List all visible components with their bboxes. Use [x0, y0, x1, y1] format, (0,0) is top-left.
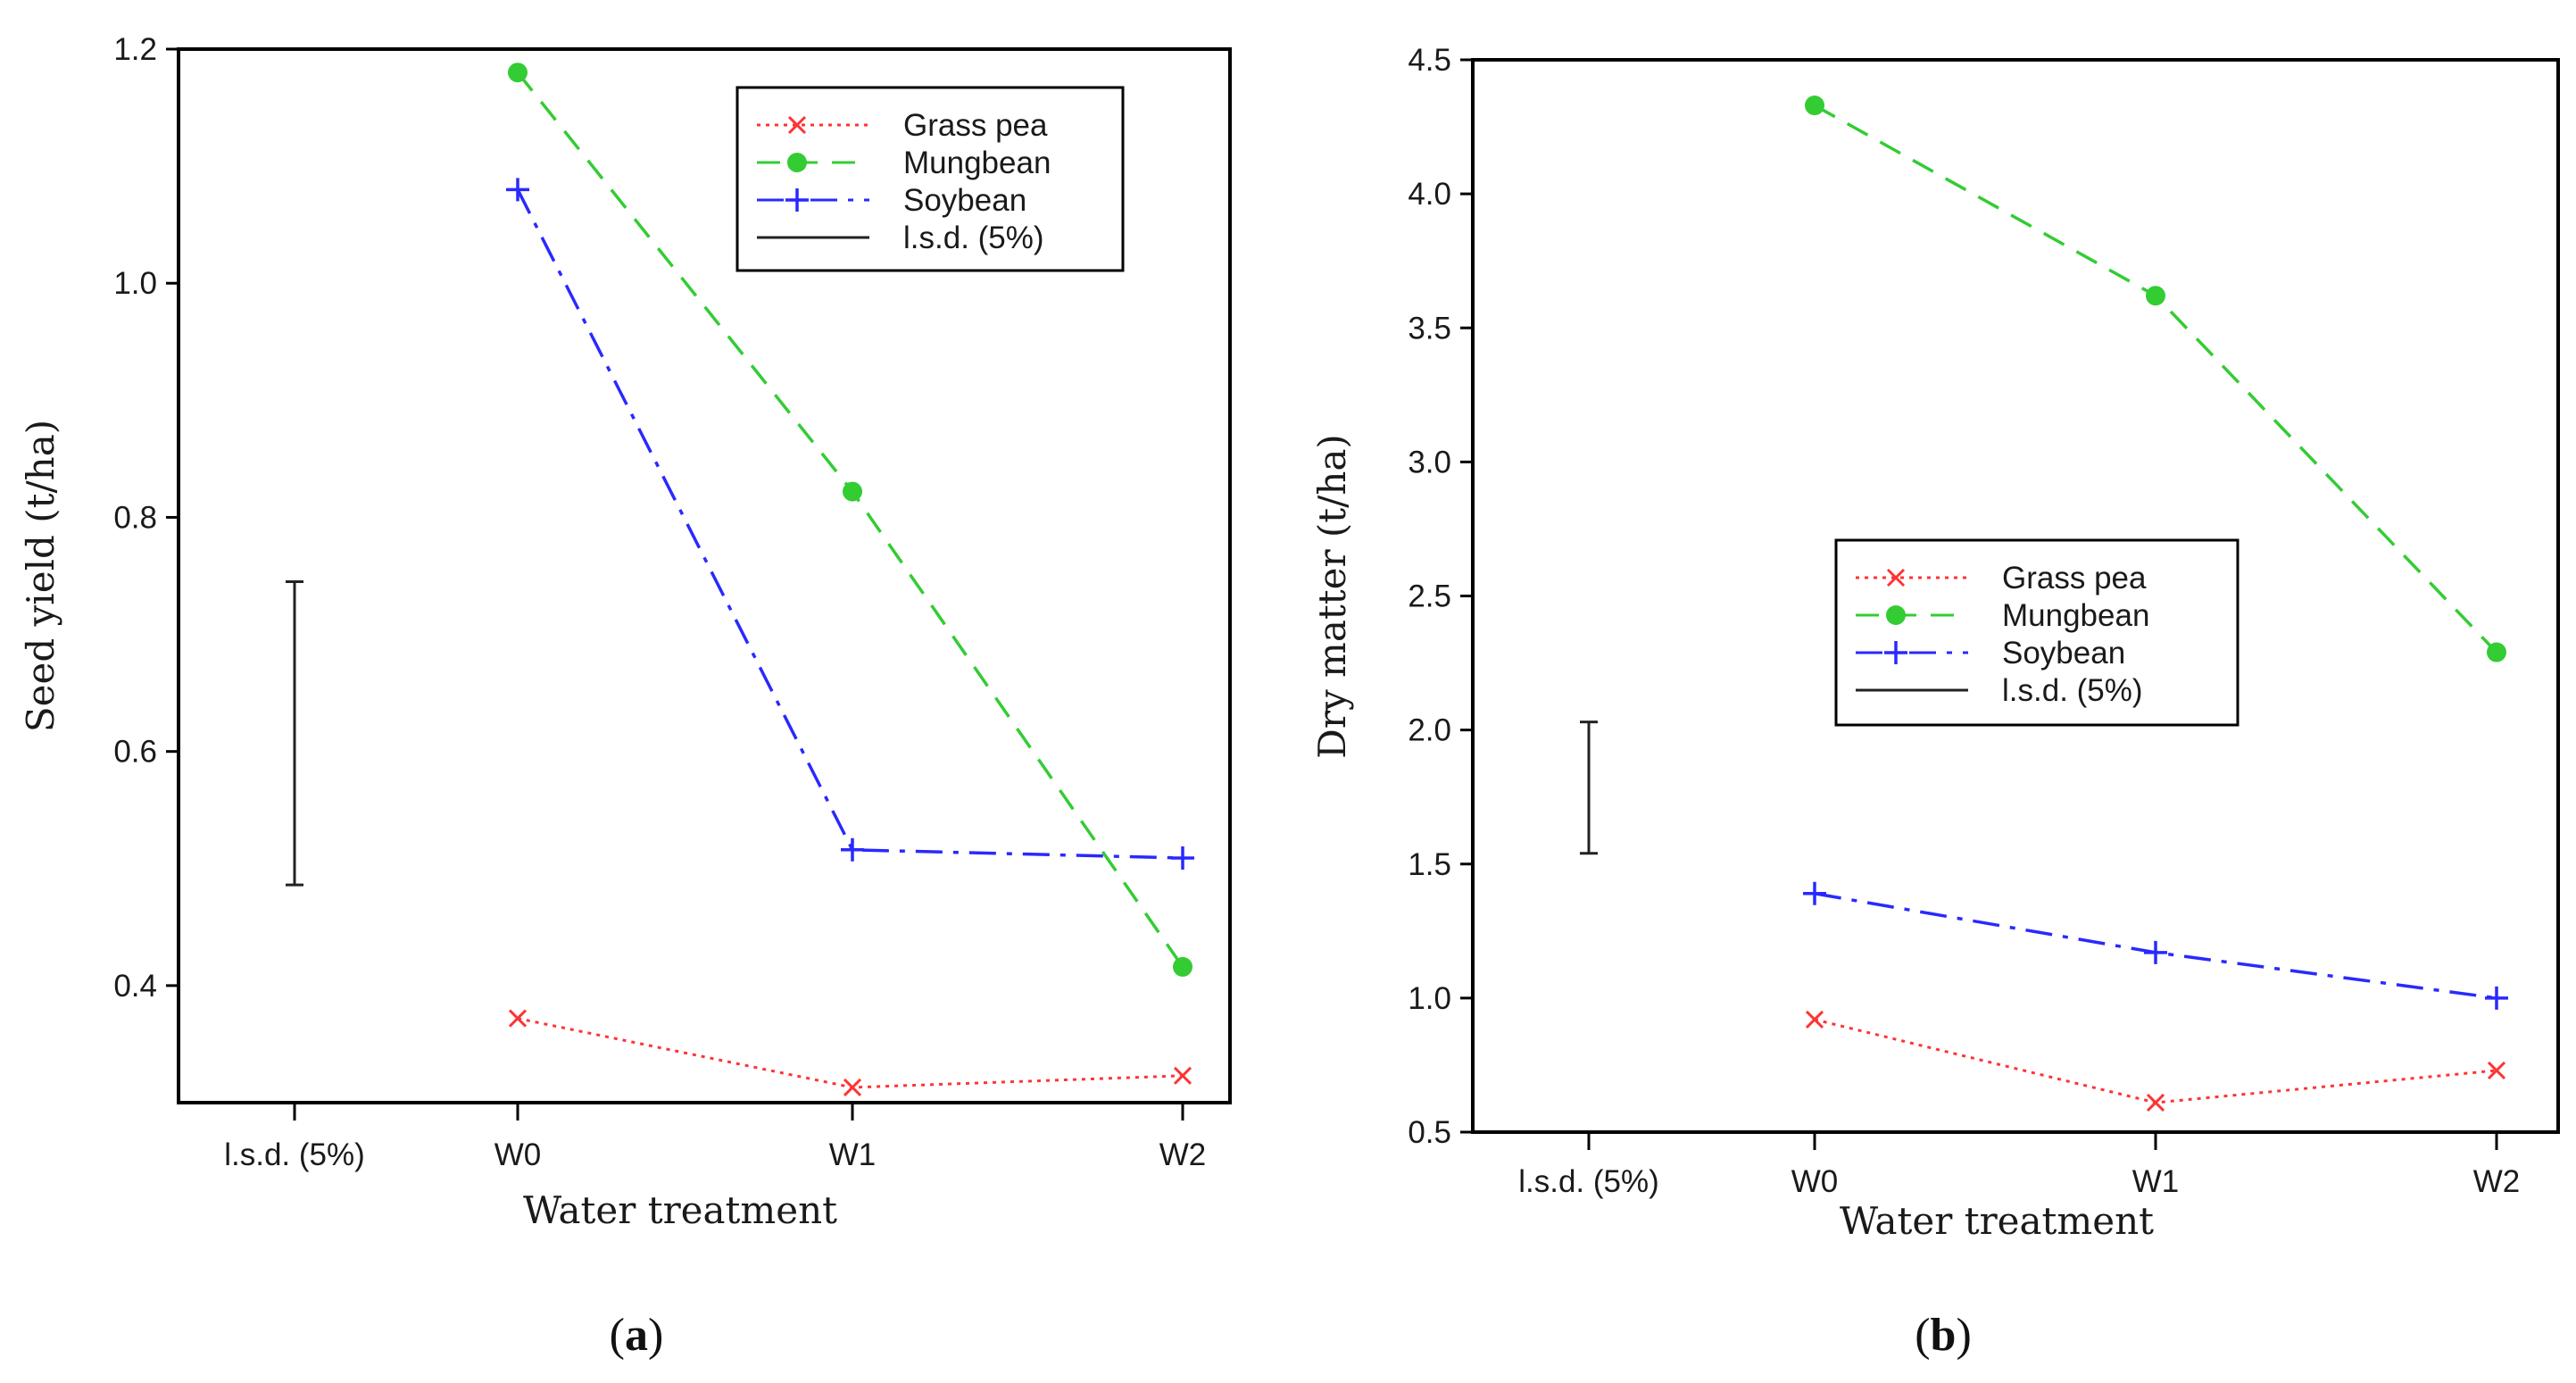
data-point	[843, 481, 862, 502]
x-tick-label: l.s.d. (5%)	[1518, 1164, 1659, 1199]
x-tick-label: W0	[494, 1137, 542, 1172]
data-point	[506, 178, 529, 202]
data-point	[2487, 642, 2506, 662]
caption-letter: a	[625, 1310, 648, 1361]
caption-close: )	[1956, 1310, 1971, 1361]
caption-letter: b	[1931, 1310, 1957, 1361]
panel-caption: (b)	[1915, 1310, 1972, 1361]
data-point	[1173, 1066, 1192, 1085]
legend-label: l.s.d. (5%)	[2002, 673, 2143, 708]
y-tick-label: 4.0	[1408, 177, 1451, 212]
legend-label: Mungbean	[903, 146, 1051, 180]
legend-item: Soybean	[757, 183, 1026, 218]
series-line	[516, 188, 1184, 860]
x-tick-label: W2	[2473, 1164, 2521, 1199]
data-point	[2146, 286, 2165, 306]
caption-open: (	[610, 1310, 625, 1361]
legend-item: l.s.d. (5%)	[757, 221, 1044, 255]
lsd-bar	[1580, 721, 1598, 855]
data-point	[1805, 96, 1824, 116]
x-tick-label: W2	[1159, 1137, 1207, 1172]
caption-close: )	[648, 1310, 663, 1361]
x-tick-label: W1	[829, 1137, 877, 1172]
legend-item: l.s.d. (5%)	[1856, 673, 2143, 708]
series-grass-pea	[508, 1009, 1192, 1097]
x-tick-label: W1	[2132, 1164, 2180, 1199]
data-point	[2146, 1093, 2165, 1112]
data-point	[843, 1078, 862, 1097]
legend-marker	[1886, 568, 1906, 587]
legend-label: Grass pea	[903, 108, 1048, 143]
x-tick-label: l.s.d. (5%)	[224, 1137, 365, 1172]
data-point	[1173, 956, 1192, 977]
series-soybean	[506, 178, 1194, 870]
caption-open: (	[1915, 1310, 1930, 1361]
series-mungbean	[508, 62, 1192, 977]
y-tick-label: 2.5	[1408, 579, 1451, 614]
y-axis-label: Dry matter (t/ha)	[1310, 434, 1354, 759]
data-point	[2144, 940, 2167, 964]
legend-box	[735, 86, 1125, 272]
data-point	[1805, 1010, 1824, 1029]
legend-item: Grass pea	[1856, 561, 2147, 596]
legend-marker	[787, 115, 807, 135]
data-point	[841, 837, 864, 862]
y-tick-label: 0.4	[113, 969, 157, 1004]
legend-item: Mungbean	[1856, 598, 2149, 633]
y-tick-label: 0.6	[113, 735, 157, 770]
y-tick-label: 1.0	[1408, 981, 1451, 1016]
legend-label: Soybean	[2002, 636, 2125, 671]
series-line	[517, 1017, 1184, 1089]
legend-marker	[787, 153, 807, 172]
y-tick-label: 2.0	[1408, 713, 1451, 748]
legend-marker	[1886, 605, 1906, 625]
y-tick-label: 4.5	[1408, 43, 1451, 78]
data-point	[2487, 1061, 2506, 1080]
chart-panel-a: 0.4 0.6 0.8 1.0 1.2 l.s.d. (5%) W0 W1 W2 Water tr…	[19, 32, 1232, 1361]
lsd-bar	[286, 580, 303, 887]
legend-label: Soybean	[903, 183, 1026, 218]
legend-item: Grass pea	[757, 108, 1048, 143]
y-axis-label: Seed yield (t/ha)	[19, 420, 62, 732]
legend-item: Mungbean	[757, 146, 1051, 180]
legend-label: l.s.d. (5%)	[903, 221, 1044, 255]
panel-caption: (a)	[610, 1310, 664, 1361]
data-point	[1171, 846, 1194, 870]
y-tick-label: 1.5	[1408, 847, 1451, 882]
series-mungbean	[1805, 96, 2506, 662]
data-point	[508, 1009, 528, 1028]
x-axis-label: Water treatment	[1840, 1199, 2154, 1243]
legend-item: Soybean	[1856, 636, 2125, 671]
y-tick-label: 1.0	[113, 266, 157, 301]
chart-panel-b: 0.5 1.0 1.5 2.0 2.5 3.0 3.5 4.0 4.5 l.s.d. (5%) W0…	[1310, 43, 2560, 1361]
y-tick-label: 3.0	[1408, 445, 1451, 479]
x-tick-label: W0	[1791, 1164, 1839, 1199]
y-tick-label: 1.2	[113, 32, 157, 67]
series-soybean	[1803, 881, 2508, 1010]
series-line	[1814, 1018, 2497, 1104]
plot-frame	[177, 47, 1232, 1104]
data-point	[508, 62, 528, 83]
data-point	[2485, 986, 2508, 1010]
legend-label: Grass pea	[2002, 561, 2147, 596]
legend-label: Mungbean	[2002, 598, 2149, 633]
y-tick-label: 0.5	[1408, 1115, 1451, 1150]
data-point	[1803, 881, 1826, 905]
legend-marker	[785, 188, 809, 212]
x-axis-label: Water treatment	[523, 1188, 837, 1232]
y-tick-label: 0.8	[113, 500, 157, 535]
legend-marker	[1884, 641, 1907, 664]
series-grass-pea	[1805, 1010, 2506, 1112]
y-tick-label: 3.5	[1408, 311, 1451, 346]
